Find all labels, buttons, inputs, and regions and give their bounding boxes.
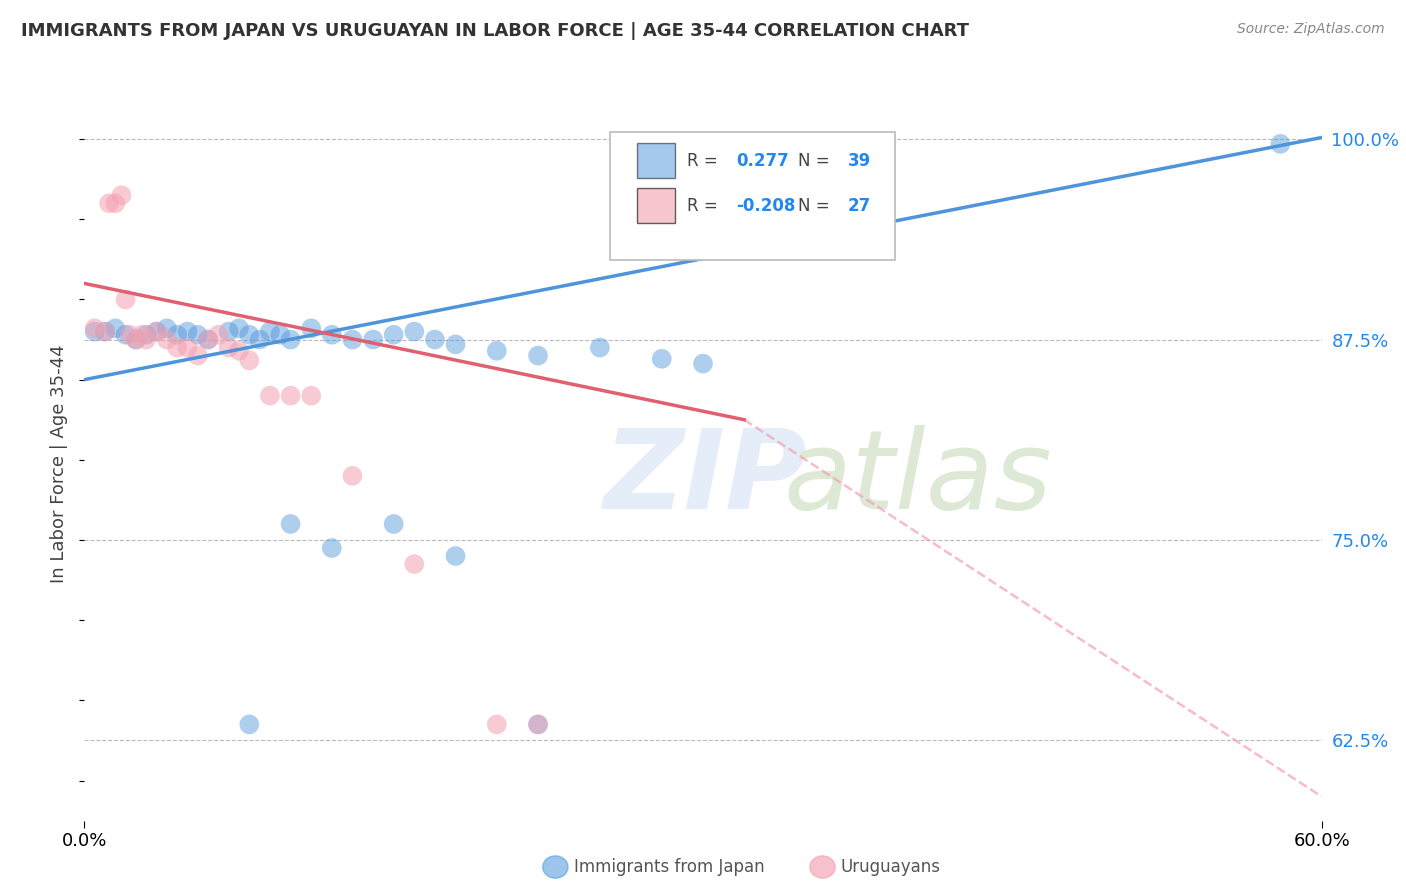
Point	[131, 327, 153, 342]
Point	[176, 341, 198, 355]
Point	[259, 325, 281, 339]
Text: Source: ZipAtlas.com: Source: ZipAtlas.com	[1237, 22, 1385, 37]
Text: ZIP: ZIP	[605, 425, 807, 532]
Point	[423, 333, 446, 347]
Point	[104, 321, 127, 335]
Point	[166, 341, 188, 355]
Point	[83, 325, 105, 339]
Point	[145, 325, 167, 339]
Point	[280, 389, 302, 403]
Point	[361, 333, 384, 347]
Text: Immigrants from Japan: Immigrants from Japan	[574, 858, 765, 876]
Y-axis label: In Labor Force | Age 35-44: In Labor Force | Age 35-44	[51, 344, 69, 583]
Point	[321, 541, 343, 555]
Point	[135, 327, 157, 342]
Point	[321, 327, 343, 342]
Point	[110, 188, 132, 202]
Text: Uruguayans: Uruguayans	[841, 858, 941, 876]
Text: R =: R =	[688, 152, 723, 169]
Point	[444, 337, 467, 351]
Point	[114, 293, 136, 307]
Point	[238, 353, 260, 368]
Point	[238, 327, 260, 342]
Point	[94, 325, 117, 339]
Point	[299, 321, 322, 335]
Point	[404, 325, 426, 339]
Text: N =: N =	[799, 196, 835, 214]
Point	[382, 327, 405, 342]
Point	[249, 333, 271, 347]
Point	[156, 321, 179, 335]
Point	[94, 325, 117, 339]
Point	[238, 717, 260, 731]
Text: atlas: atlas	[783, 425, 1052, 532]
Point	[218, 341, 240, 355]
Point	[527, 717, 550, 731]
Text: IMMIGRANTS FROM JAPAN VS URUGUAYAN IN LABOR FORCE | AGE 35-44 CORRELATION CHART: IMMIGRANTS FROM JAPAN VS URUGUAYAN IN LA…	[21, 22, 969, 40]
Text: 27: 27	[848, 196, 870, 214]
Point	[342, 333, 364, 347]
Point	[125, 333, 148, 347]
Point	[118, 327, 141, 342]
Point	[207, 327, 229, 342]
Point	[651, 351, 673, 366]
FancyBboxPatch shape	[637, 143, 675, 178]
Point	[269, 327, 291, 342]
Point	[98, 196, 121, 211]
Point	[114, 327, 136, 342]
Point	[280, 516, 302, 531]
Point	[589, 341, 612, 355]
Point	[692, 357, 714, 371]
Point	[187, 349, 209, 363]
Point	[228, 343, 250, 358]
FancyBboxPatch shape	[637, 187, 675, 223]
Point	[404, 557, 426, 571]
Point	[218, 325, 240, 339]
Point	[299, 389, 322, 403]
Point	[197, 333, 219, 347]
Text: -0.208: -0.208	[737, 196, 796, 214]
Point	[166, 327, 188, 342]
Point	[156, 333, 179, 347]
Text: R =: R =	[688, 196, 723, 214]
Text: 0.277: 0.277	[737, 152, 789, 169]
Point	[485, 343, 508, 358]
Point	[280, 333, 302, 347]
Point	[228, 321, 250, 335]
Point	[135, 333, 157, 347]
Point	[145, 325, 167, 339]
Point	[259, 389, 281, 403]
Point	[83, 321, 105, 335]
Point	[527, 717, 550, 731]
Point	[485, 717, 508, 731]
Text: N =: N =	[799, 152, 835, 169]
Point	[187, 327, 209, 342]
Point	[176, 325, 198, 339]
Point	[382, 516, 405, 531]
Point	[104, 196, 127, 211]
Text: 39: 39	[848, 152, 870, 169]
FancyBboxPatch shape	[610, 132, 894, 260]
Point	[125, 333, 148, 347]
Point	[342, 468, 364, 483]
Point	[197, 333, 219, 347]
Point	[1270, 136, 1292, 151]
Point	[527, 349, 550, 363]
Point	[444, 549, 467, 563]
